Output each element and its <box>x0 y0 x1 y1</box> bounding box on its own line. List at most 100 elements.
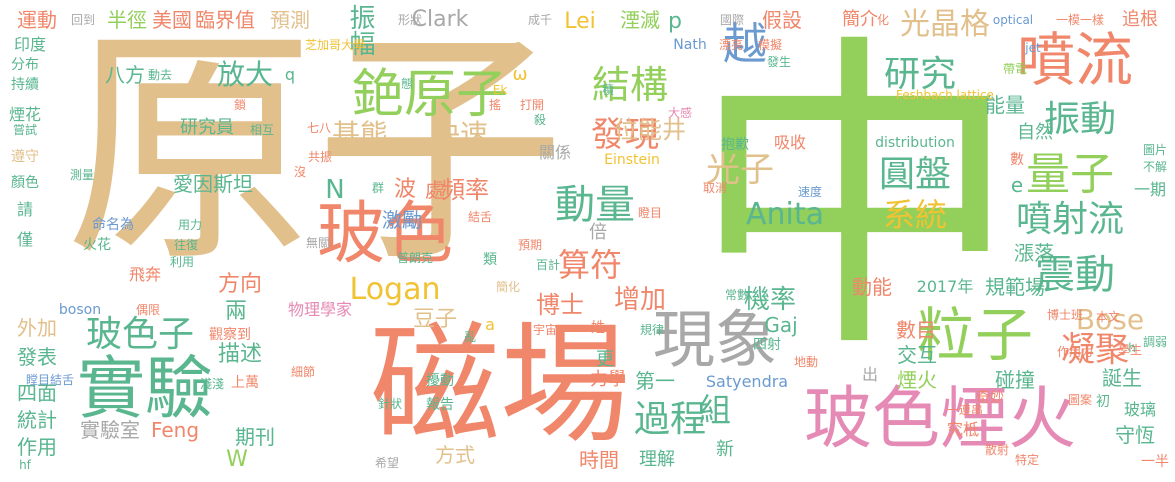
word-cloud-word: Logan <box>349 272 441 307</box>
word-cloud-word: 普朗克 <box>396 251 434 265</box>
word-cloud-word: Ek <box>492 83 508 97</box>
word-cloud-word: 玻色子 <box>85 314 195 355</box>
word-cloud-word: 抱歉 <box>721 137 749 153</box>
word-cloud-word: 處 <box>425 178 445 202</box>
word-cloud-word: 作用力 <box>1056 345 1094 359</box>
word-cloud-word: 量子 <box>1026 149 1114 200</box>
word-cloud-word: 激勵 <box>382 208 422 232</box>
word-cloud-word: 偶限 <box>135 303 161 317</box>
word-cloud-word: 博士 <box>536 291 584 319</box>
word-cloud-word: 請 <box>16 200 34 219</box>
word-cloud-word: 動去 <box>147 68 173 82</box>
word-cloud-word: Bose <box>1075 303 1145 336</box>
word-cloud-word: 帶電 <box>1002 62 1028 76</box>
word-cloud-word: 玻色 <box>316 195 454 274</box>
word-cloud-word: Gaj <box>764 313 798 337</box>
word-cloud-word: 更 <box>596 349 614 370</box>
word-cloud-word: 研究 <box>883 54 957 95</box>
word-cloud-word: N <box>325 175 345 205</box>
word-cloud-word: ω <box>512 64 528 85</box>
word-cloud-word: 擾動 <box>426 373 454 389</box>
word-cloud-word: 振幅 <box>345 4 375 56</box>
word-cloud-word: 實驗室 <box>80 418 140 442</box>
word-cloud-word: Feng <box>150 418 200 442</box>
word-cloud-word: 針狀 <box>377 397 403 411</box>
word-cloud-word: 煙花 <box>8 105 42 124</box>
word-cloud-word: 統計 <box>17 408 57 432</box>
word-cloud-word: 命名為 <box>92 217 134 233</box>
word-cloud-word: 亂 <box>463 330 477 344</box>
word-cloud-word: 追根 <box>1122 9 1158 30</box>
word-cloud-word: 群 <box>371 181 385 195</box>
word-cloud-word: 大感 <box>667 106 693 120</box>
word-cloud-word: 光子 <box>706 150 774 190</box>
word-cloud-word: 時間 <box>579 448 619 472</box>
word-cloud-word: 湮滅 <box>620 8 660 32</box>
word-cloud-word: 外加 <box>17 316 57 340</box>
word-cloud-word: 方向 <box>217 272 263 297</box>
word-cloud-word: 速度 <box>797 185 823 199</box>
word-cloud-word: distribution <box>875 135 955 151</box>
word-cloud-word: 形狀 <box>397 13 423 27</box>
word-cloud-word: 規範場 <box>985 275 1045 299</box>
word-cloud-word: 學生 <box>1117 343 1143 357</box>
word-cloud-word: 化 <box>876 13 890 27</box>
word-cloud-word: 不解 <box>1142 160 1168 174</box>
word-cloud-word: 鎖 <box>233 98 247 112</box>
word-cloud-word: 物理學家 <box>287 300 353 319</box>
word-cloud-word: 四面 <box>17 381 57 405</box>
word-cloud-word: 增加 <box>613 285 667 315</box>
word-cloud-word: 運動 <box>17 8 57 32</box>
word-cloud-word: 成千 <box>527 13 553 27</box>
word-cloud-word: 地動 <box>793 355 819 369</box>
word-cloud-word: 凝聚 <box>1061 330 1129 370</box>
word-cloud-word: 本文 <box>1095 310 1121 324</box>
word-cloud-word: 玻色煙火 <box>803 380 1077 459</box>
word-cloud-word: 印度 <box>13 35 47 54</box>
word-cloud-word: 2017年 <box>916 277 974 296</box>
word-cloud-word: 波 <box>393 177 417 202</box>
word-cloud-word: 打開 <box>519 98 545 112</box>
word-cloud-word: 振動 <box>1043 99 1117 140</box>
word-cloud-word: 究柢 <box>946 420 980 439</box>
word-cloud-word: 放大 <box>216 58 274 91</box>
word-cloud-word: q <box>284 65 296 84</box>
word-cloud-word: 觀察到 <box>209 327 251 343</box>
word-cloud-word: Nath <box>673 37 707 53</box>
word-cloud-word: 磁場 <box>369 309 631 461</box>
word-cloud-word: 愛因斯坦 <box>173 172 253 196</box>
word-cloud-word: 簡介 <box>842 9 878 30</box>
word-cloud-word: 博士班 <box>1046 308 1084 322</box>
word-cloud-word: 原子 <box>65 4 565 295</box>
word-cloud-word: 倍 <box>589 222 607 243</box>
word-cloud-word: h <box>1128 341 1136 355</box>
word-cloud-word: 利用 <box>169 255 195 269</box>
word-cloud-word: 理解 <box>639 449 675 470</box>
word-cloud-word: 吸收 <box>773 133 807 152</box>
word-cloud-word: hf <box>19 458 31 472</box>
word-cloud-word: 基態 <box>331 118 389 151</box>
word-cloud-word: 噴流 <box>1016 26 1134 94</box>
word-cloud-word: 僅 <box>16 230 34 249</box>
word-cloud-word: 發現 <box>591 115 659 155</box>
word-cloud-word: 誕生 <box>1102 366 1142 390</box>
word-cloud-word: 光晶格 <box>900 7 990 42</box>
word-cloud-word: 描述 <box>217 342 263 367</box>
word-cloud-word: 一模一樣 <box>1055 13 1105 27</box>
word-cloud-word: W <box>226 447 248 472</box>
word-cloud-word: 發表 <box>17 345 57 369</box>
word-cloud-word: 關係 <box>538 143 572 162</box>
word-cloud-word: 相互 <box>249 123 275 137</box>
word-cloud-word: 中 <box>690 8 1020 392</box>
word-cloud-word: 自然 <box>1017 122 1053 143</box>
word-cloud-word: 發生 <box>766 55 792 69</box>
word-cloud-word: 動量 <box>555 182 635 228</box>
word-cloud-word: 圖片 <box>1142 143 1168 157</box>
word-cloud-word: 積 <box>601 83 615 97</box>
word-cloud-word: 新 <box>716 439 734 460</box>
word-cloud-word: 顏色 <box>11 175 39 191</box>
word-cloud-word: 方式 <box>435 443 475 467</box>
word-cloud-word: 規律 <box>639 323 665 337</box>
word-cloud-word: Satyendra <box>705 372 789 391</box>
word-cloud-word: 奇妙 <box>976 390 1004 406</box>
